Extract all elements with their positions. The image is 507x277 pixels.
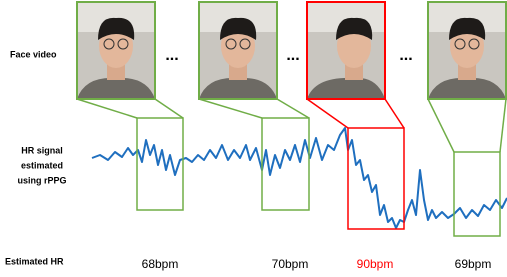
row-label: Face video: [10, 49, 57, 59]
row-label: estimated: [21, 160, 63, 170]
figure: Face video HR signal estimated using rPP…: [0, 0, 507, 277]
zoom-line: [277, 99, 309, 118]
row-label: using rPPG: [17, 175, 66, 185]
hr-value: 68bpm: [142, 257, 179, 271]
ellipsis: ...: [165, 47, 178, 64]
hr-value: 70bpm: [272, 257, 309, 271]
zoom-box: [137, 118, 183, 210]
row-label: HR signal: [21, 145, 63, 155]
zoom-line: [155, 99, 183, 118]
hr-value: 69bpm: [455, 257, 492, 271]
hr-value: 90bpm: [357, 257, 394, 271]
zoom-line: [385, 99, 404, 128]
row-label: Estimated HR: [5, 256, 64, 266]
zoom-line: [500, 99, 506, 152]
ellipsis: ...: [286, 47, 299, 64]
zoom-box: [348, 128, 404, 229]
zoom-line: [428, 99, 454, 152]
zoom-line: [77, 99, 137, 118]
rppg-signal: [92, 128, 507, 228]
zoom-line: [199, 99, 262, 118]
ellipsis: ...: [399, 47, 412, 64]
zoom-line: [307, 99, 348, 128]
zoom-box: [454, 152, 500, 236]
